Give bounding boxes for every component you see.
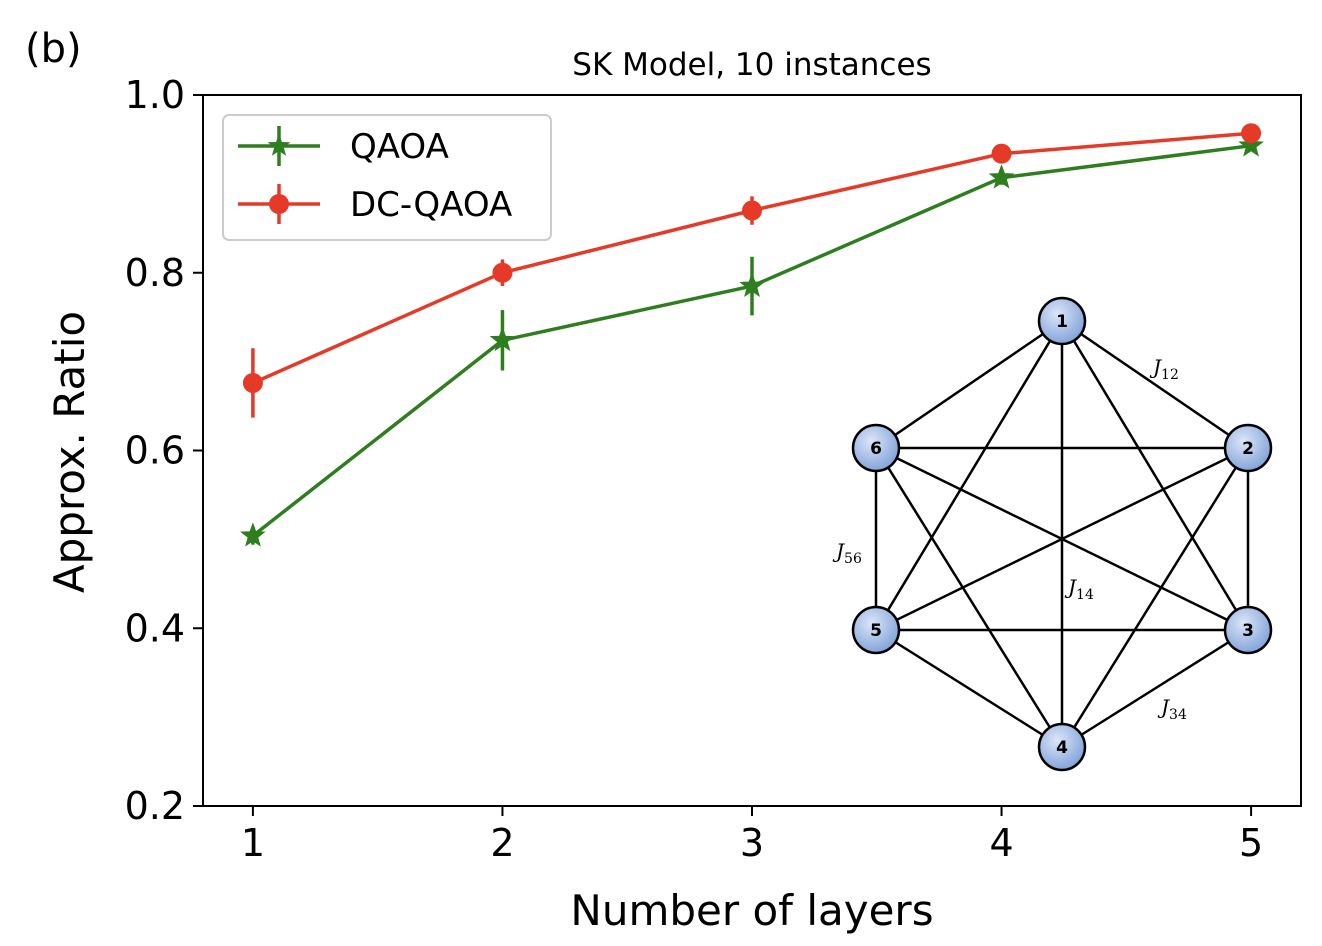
series-dc-qaoa [242,123,1262,418]
data-point [1241,123,1262,144]
x-tick-label: 3 [740,821,764,865]
node-label: 3 [1242,621,1254,641]
data-point [1238,132,1264,157]
series-layer [240,123,1264,547]
node-label: 6 [870,439,882,459]
data-point [489,326,516,352]
node-circle [851,605,901,655]
node-circle [1223,605,1273,655]
edge-label-j14: J14 [1064,575,1094,603]
inset-node-2: 2 [1223,423,1273,473]
y-tick-label: 0.4 [125,606,185,650]
inset-edge [1060,320,1250,631]
inset-edge [875,446,1249,632]
node-label: 2 [1242,439,1254,459]
node-label: 4 [1056,738,1068,758]
chart-title: SK Model, 10 instances [572,47,931,83]
x-tick-label: 5 [1239,821,1263,865]
inset-edge [874,320,1064,631]
axis-ticks: 1 2 3 4 5 0.2 0.4 0.6 0.8 1.0 [125,73,1264,865]
inset-edge [1060,447,1250,748]
data-point [240,522,266,547]
y-tick-label: 0.2 [125,784,185,828]
legend-label-dc-qaoa: DC-QAOA [350,185,512,225]
inset-node-4: 4 [1037,722,1087,772]
data-point [991,143,1012,164]
data-point [242,372,263,393]
node-label: 1 [1056,312,1068,332]
node-circle [851,423,901,473]
x-axis-label: Number of layers [570,886,933,935]
x-tick-label: 2 [490,821,514,865]
y-tick-label: 0.6 [125,429,185,473]
x-tick-label: 4 [989,821,1013,865]
inset-node-3: 3 [1223,605,1273,655]
panel-label: (b) [25,26,82,72]
inset-edges [874,319,1250,749]
inset-nodes: 1 2 3 4 5 6 [851,296,1273,772]
inset-edge [875,319,1063,450]
inset-node-6: 6 [851,423,901,473]
edge-label-j12: J12 [1149,355,1179,383]
inset-graph: 1 2 3 4 5 6 J12 J56 J14 J34 [832,296,1273,772]
legend-marker [269,194,289,214]
inset-node-5: 5 [851,605,901,655]
data-point [739,272,765,297]
edge-label-j34: J34 [1157,695,1187,723]
inset-edge [874,447,1064,748]
data-point [492,262,513,283]
y-tick-label: 0.8 [125,251,185,295]
inset-edge [875,628,1063,749]
legend-label-qaoa: QAOA [350,127,449,167]
inset-node-1: 1 [1037,296,1087,346]
node-label: 5 [870,621,882,641]
y-tick-label: 1.0 [125,73,185,117]
node-circle [1037,722,1087,772]
data-point [742,200,762,221]
data-point [988,164,1015,189]
legend: QAOA DC-QAOA [222,114,552,241]
x-tick-label: 1 [241,821,265,865]
inset-edge [1061,628,1249,749]
legend-items [238,126,320,224]
inset-edge [1061,319,1249,450]
node-circle [1223,423,1273,473]
y-axis-label: Approx. Ratio [45,311,94,593]
edge-label-j56: J56 [832,539,862,567]
legend-marker [267,134,291,156]
series-qaoa [240,132,1264,547]
node-circle [1037,296,1087,346]
